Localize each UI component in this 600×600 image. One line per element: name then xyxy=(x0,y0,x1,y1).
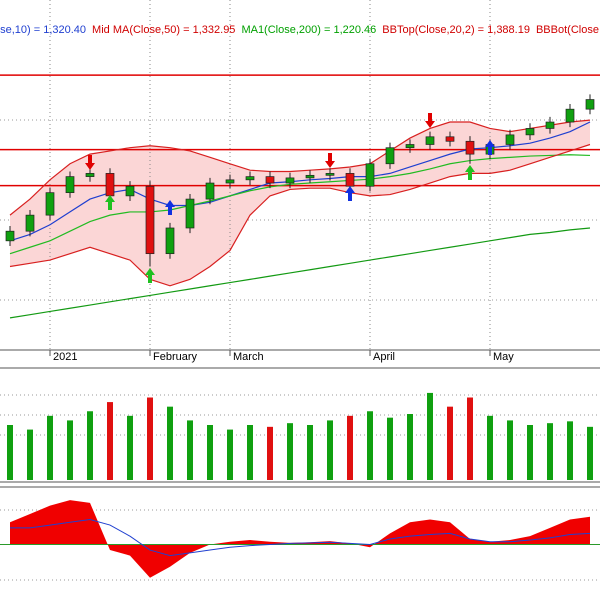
candle-body xyxy=(405,144,415,149)
legend-entry: BBTop(Close,20,2) = 1,388.19 xyxy=(382,24,530,36)
signal-line xyxy=(10,519,591,557)
signal-arrow xyxy=(145,268,155,283)
volume-bar xyxy=(47,415,53,480)
indicator-line xyxy=(9,143,591,287)
signal-arrow xyxy=(465,165,475,180)
candle-body xyxy=(265,176,275,184)
volume-bar xyxy=(387,417,393,480)
volume-bar xyxy=(127,415,133,480)
volume-bar xyxy=(507,420,513,480)
candle-body xyxy=(45,192,55,216)
signal-arrow xyxy=(425,113,435,128)
volume-bar xyxy=(107,402,113,480)
volume-bar xyxy=(527,425,533,480)
volume-bar xyxy=(207,425,213,480)
candle-body xyxy=(325,173,335,176)
volume-bar xyxy=(307,425,313,480)
candle-body xyxy=(585,99,595,110)
candle-body xyxy=(105,173,115,197)
candle-body xyxy=(245,176,255,181)
indicator-line xyxy=(9,227,591,319)
candle-body xyxy=(565,108,575,123)
volume-bar xyxy=(7,425,13,480)
volume-bar xyxy=(167,406,173,480)
volume-bar xyxy=(287,423,293,480)
candle-body xyxy=(145,185,155,255)
candle-body xyxy=(25,214,35,232)
volume-bar xyxy=(187,420,193,480)
legend-entry: MA1(Close,200) = 1,220.46 xyxy=(241,24,376,36)
candle-body xyxy=(545,121,555,129)
candle-body xyxy=(425,136,435,145)
signal-arrow xyxy=(165,200,175,215)
bollinger-band xyxy=(10,120,590,286)
candle-body xyxy=(385,147,395,165)
volume-bar xyxy=(467,397,473,480)
legend-entry: ose,10) = 1,320.40 xyxy=(0,24,86,36)
candle-body xyxy=(225,179,235,184)
signal-arrow xyxy=(345,186,355,201)
x-tick-label: May xyxy=(493,351,514,363)
indicator-line xyxy=(9,154,591,255)
volume-bar xyxy=(27,429,33,480)
x-tick-label: 2021 xyxy=(53,351,77,363)
histogram-area xyxy=(10,500,590,578)
candle-body xyxy=(285,177,295,184)
candle-body xyxy=(365,163,375,187)
volume-bar xyxy=(347,415,353,480)
candle-body xyxy=(445,136,455,142)
volume-bar xyxy=(427,392,433,480)
volume-bar xyxy=(247,425,253,480)
x-tick-label: April xyxy=(373,351,395,363)
signal-arrow xyxy=(85,155,95,170)
volume-bar xyxy=(587,426,593,480)
signal-arrow xyxy=(325,153,335,168)
volume-bar xyxy=(147,397,153,480)
volume-bar xyxy=(227,429,233,480)
candle-body xyxy=(305,174,315,179)
candle-body xyxy=(205,182,215,200)
candle-body xyxy=(525,128,535,136)
candle-body xyxy=(345,173,355,187)
volume-bar xyxy=(367,411,373,480)
volume-bar xyxy=(87,411,93,480)
indicator-line xyxy=(9,119,591,216)
volume-bar xyxy=(327,420,333,480)
volume-bar xyxy=(67,420,73,480)
volume-bar xyxy=(447,406,453,480)
candle-body xyxy=(505,134,515,145)
candle-body xyxy=(465,140,475,155)
signal-arrow xyxy=(105,195,115,210)
volume-bar xyxy=(487,415,493,480)
candle-body xyxy=(185,198,195,229)
candle-body xyxy=(85,173,95,177)
x-tick-label: February xyxy=(153,351,198,363)
volume-bar xyxy=(547,423,553,480)
candle-body xyxy=(125,185,135,197)
legend-entry: Mid MA(Close,50) = 1,332.95 xyxy=(92,24,235,36)
signal-arrow xyxy=(485,140,495,155)
candle-body xyxy=(65,176,75,194)
candle-body xyxy=(165,227,175,255)
volume-bar xyxy=(267,426,273,480)
x-tick-label: March xyxy=(233,351,264,363)
candle-body xyxy=(5,230,15,242)
legend-entry: BBBot(Close,20,2) = 1, xyxy=(536,24,600,36)
volume-bar xyxy=(407,414,413,480)
volume-bar xyxy=(567,421,573,480)
